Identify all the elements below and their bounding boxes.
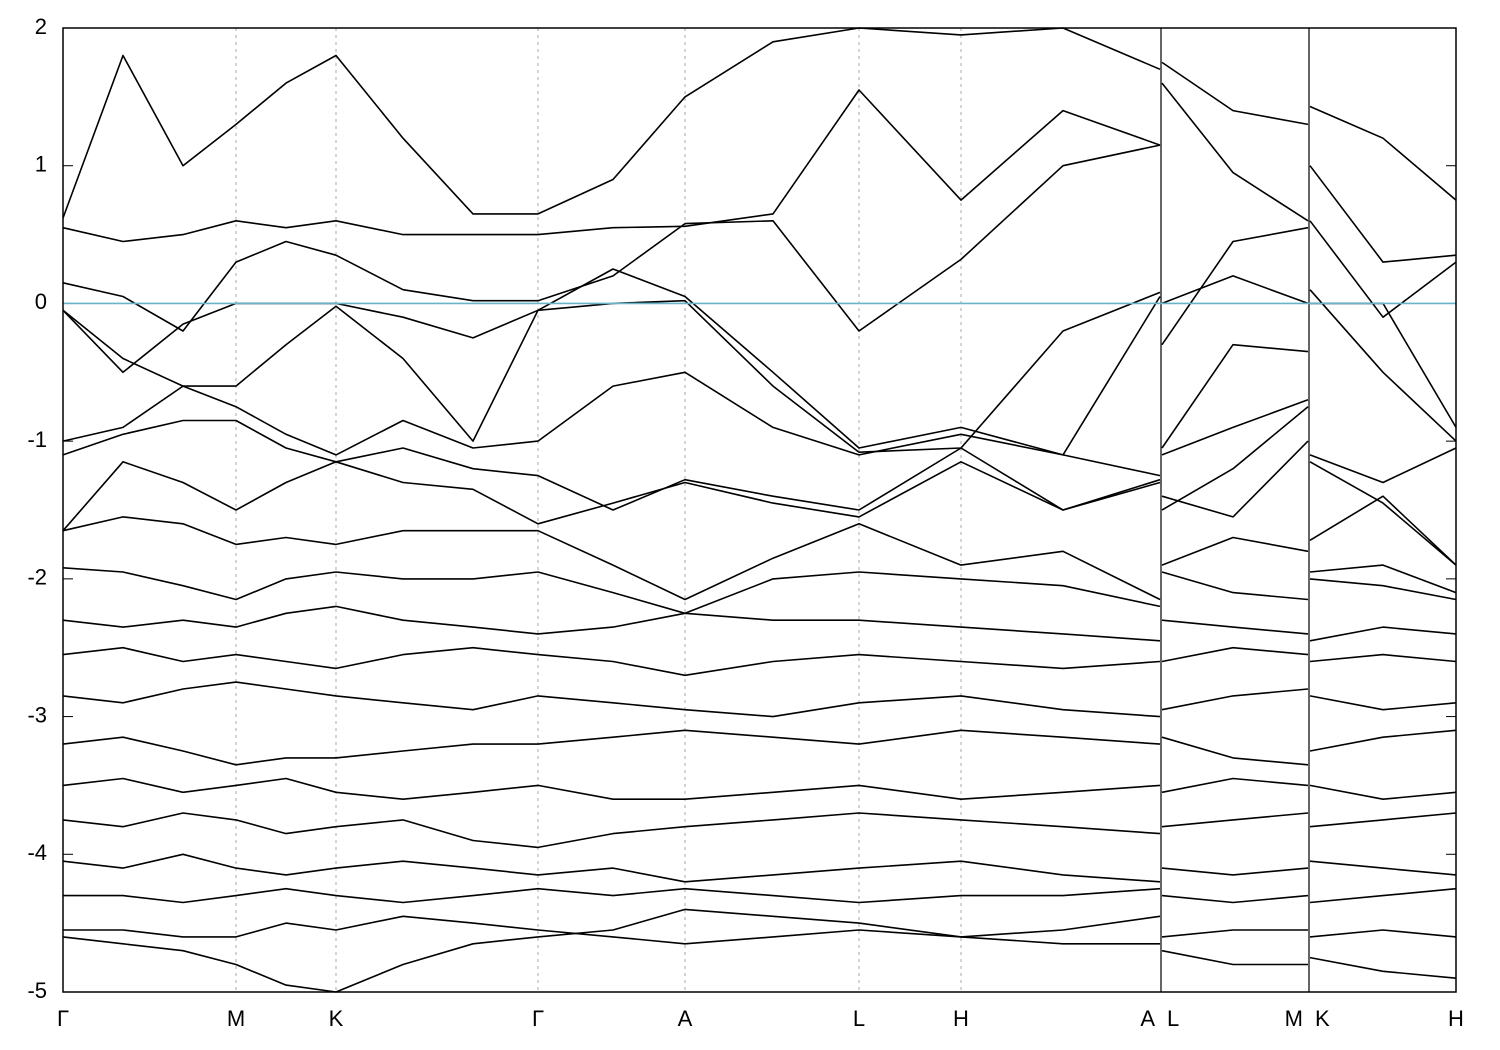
y-tick-label: -4 (27, 840, 47, 865)
y-tick-label: -5 (27, 978, 47, 1003)
band (62, 777, 1457, 800)
band (62, 729, 1457, 766)
x-tick-label: Γ (57, 1006, 69, 1031)
y-tick-label: 0 (35, 289, 47, 314)
band (63, 887, 1457, 904)
x-tick-label: H (1448, 1006, 1464, 1031)
x-tick-label: A (1140, 1006, 1155, 1031)
y-tick-label: -3 (27, 702, 47, 727)
band (62, 567, 1457, 615)
x-tick-label: M (1285, 1006, 1303, 1031)
band (62, 516, 1457, 601)
x-tick-label: Γ (532, 1006, 544, 1031)
y-tick-label: -2 (27, 565, 47, 590)
x-tick-label: L (1167, 1006, 1179, 1031)
y-tick-label: 2 (35, 14, 47, 39)
x-tick-label: K (1315, 1006, 1330, 1031)
y-tick-label: 1 (35, 152, 47, 177)
x-tick-label: L (853, 1006, 865, 1031)
plot-area (63, 28, 1456, 992)
plot-frame (62, 27, 1457, 993)
band (62, 82, 1457, 263)
band (62, 289, 1457, 453)
band (62, 812, 1457, 849)
band (63, 915, 1457, 945)
band (62, 908, 1457, 993)
band (62, 406, 1457, 566)
x-tick-label: K (329, 1006, 344, 1031)
band (62, 681, 1457, 718)
band (62, 646, 1457, 677)
band (62, 440, 1457, 566)
band (62, 371, 1457, 484)
x-tick-label: H (953, 1006, 969, 1031)
x-tick-label: M (227, 1006, 245, 1031)
band (62, 853, 1457, 883)
band (62, 144, 1457, 346)
x-tick-label: A (678, 1006, 693, 1031)
y-tick-label: -1 (27, 427, 47, 452)
band (62, 605, 1457, 642)
band (62, 27, 1457, 219)
